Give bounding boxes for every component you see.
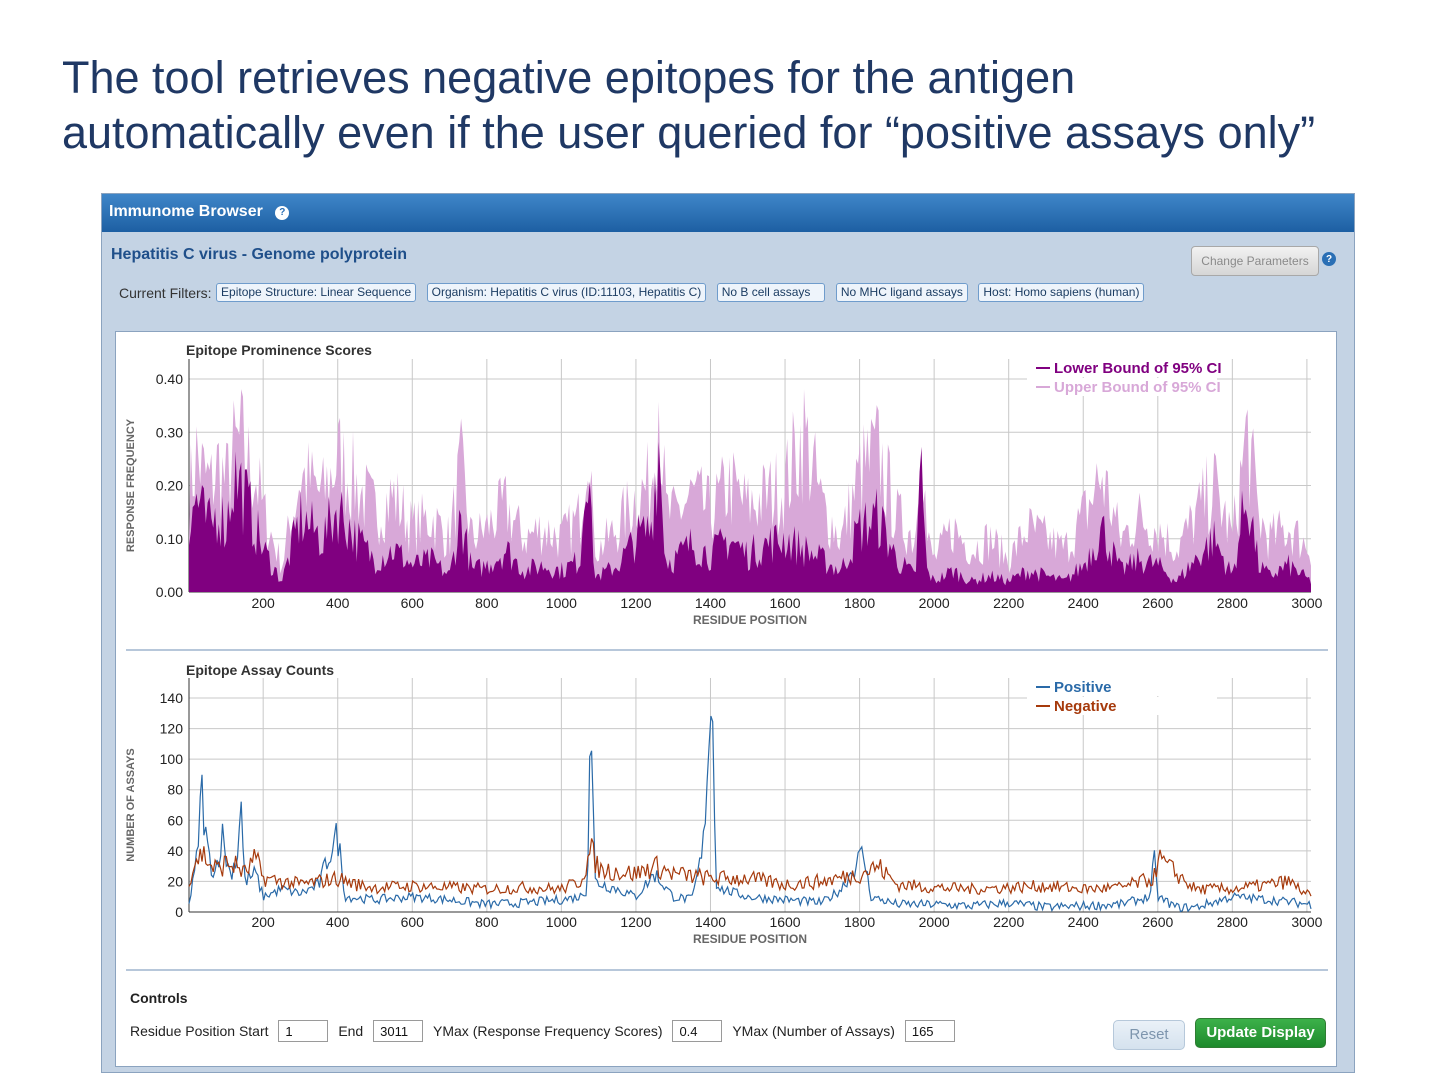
reset-button[interactable]: Reset: [1113, 1020, 1185, 1050]
chart-1-xtick-label: 2800: [1217, 595, 1248, 611]
chart-1-xtick-label: 2600: [1142, 595, 1173, 611]
ymax-assays-input[interactable]: [904, 1020, 955, 1042]
ymax-rf-label: YMax (Response Frequency Scores): [433, 1023, 663, 1039]
chart-2-legend-label: Negative: [1054, 698, 1117, 715]
ymax-assays-label: YMax (Number of Assays): [732, 1023, 895, 1039]
chart-2-xtick-label: 1400: [695, 914, 726, 930]
chart-2-ytick-label: 40: [167, 843, 183, 859]
filter-chip-organism[interactable]: Organism: Hepatitis C virus (ID:11103, H…: [426, 283, 707, 302]
chart-1-legend-label: Lower Bound of 95% CI: [1054, 360, 1222, 377]
chart-2-xtick-label: 200: [251, 914, 275, 930]
change-parameters-help-icon[interactable]: ?: [1322, 252, 1336, 266]
help-icon[interactable]: ?: [275, 206, 290, 220]
panel-header-title: Immunome Browser: [109, 203, 263, 220]
chart-1-xtick-label: 1000: [546, 595, 577, 611]
chart-2-ylabel: NUMBER OF ASSAYS: [125, 748, 137, 861]
update-display-button[interactable]: Update Display: [1195, 1018, 1326, 1048]
slide-title-line-1: The tool retrieves negative epitopes for…: [62, 52, 1076, 103]
chart-2-title: Epitope Assay Counts: [186, 662, 334, 678]
chart-2-xtick-label: 800: [475, 914, 499, 930]
slide-title-line-2: automatically even if the user queried f…: [62, 107, 1316, 158]
chart-1-xlabel: RESIDUE POSITION: [693, 613, 807, 627]
chart-1-xtick-label: 400: [326, 595, 350, 611]
chart-1-legend-bg: [1027, 378, 1217, 396]
change-parameters-button[interactable]: Change Parameters: [1191, 246, 1319, 276]
chart-2-legend-bg: [1027, 697, 1217, 715]
chart-2-xtick-label: 3000: [1291, 914, 1322, 930]
chart-1-xtick-label: 2400: [1068, 595, 1099, 611]
chart-2-xtick-label: 1600: [769, 914, 800, 930]
chart-2-series-negative: [188, 838, 1312, 897]
chart-1-series-upper-bound: [189, 389, 1311, 592]
panel-header: Immunome Browser ?: [102, 194, 1354, 232]
chart-1-ytick-label: 0.30: [156, 424, 183, 440]
chart-1-xtick-label: 800: [475, 595, 499, 611]
chart-1-xtick-label: 2000: [919, 595, 950, 611]
chart-2-xtick-label: 2200: [993, 914, 1024, 930]
chart-1-xtick-label: 1200: [620, 595, 651, 611]
chart-2-ytick-label: 100: [160, 751, 184, 767]
chart-2-xtick-label: 600: [401, 914, 425, 930]
filter-chip-structure[interactable]: Epitope Structure: Linear Sequence: [216, 283, 417, 302]
chart-2-xtick-label: 2600: [1142, 914, 1173, 930]
start-label: Residue Position Start: [130, 1023, 269, 1039]
chart-2-legend-label: Positive: [1054, 679, 1112, 696]
chart-1-series-lower-bound: [189, 441, 1311, 592]
filters-label: Current Filters:: [119, 284, 212, 301]
immunome-browser-panel: Immunome Browser ? Hepatitis C virus - G…: [101, 193, 1355, 1073]
controls-title: Controls: [130, 990, 188, 1006]
filter-chip-host[interactable]: Host: Homo sapiens (human): [978, 283, 1145, 302]
chart-1-xtick-label: 200: [251, 595, 275, 611]
chart-1-title: Epitope Prominence Scores: [186, 342, 372, 358]
chart-1-ylabel: RESPONSE FREQUENCY: [125, 418, 137, 552]
ymax-rf-input[interactable]: [672, 1020, 723, 1042]
chart-2-ytick-label: 120: [160, 721, 184, 737]
chart-1-legend-label: Upper Bound of 95% CI: [1054, 379, 1221, 396]
chart-1-xtick-label: 600: [401, 595, 425, 611]
chart-2-xtick-label: 2400: [1068, 914, 1099, 930]
chart-1-xtick-label: 2200: [993, 595, 1024, 611]
chart-2-ytick-label: 140: [160, 690, 184, 706]
residue-end-input[interactable]: [373, 1020, 424, 1042]
chart-1-ytick-label: 0.00: [156, 584, 183, 600]
chart-1-xtick-label: 1400: [695, 595, 726, 611]
chart-1-legend-bg: [1027, 359, 1217, 377]
chart-2-xtick-label: 1200: [620, 914, 651, 930]
chart-1-ytick-label: 0.40: [156, 371, 183, 387]
chart-1-ytick-label: 0.20: [156, 478, 183, 494]
chart-2-xtick-label: 400: [326, 914, 350, 930]
chart-1-xtick-label: 1600: [769, 595, 800, 611]
residue-start-input[interactable]: [278, 1020, 329, 1042]
chart-1-xtick-label: 1800: [844, 595, 875, 611]
chart-2-ytick-label: 20: [167, 873, 183, 889]
chart-2-xlabel: RESIDUE POSITION: [693, 932, 807, 946]
current-filters: Current Filters: Epitope Structure: Line…: [119, 283, 1150, 303]
antigen-title: Hepatitis C virus - Genome polyprotein: [111, 246, 408, 263]
chart-2-xtick-label: 2000: [919, 914, 950, 930]
chart-area: Epitope Prominence Scores 200 400 600 800 100…: [115, 331, 1337, 1067]
filter-chip-no-b-cell[interactable]: No B cell assays: [716, 283, 826, 302]
chart-2-xtick-label: 1000: [546, 914, 577, 930]
chart-2-ytick-label: 80: [167, 782, 183, 798]
chart-2-ytick-label: 60: [167, 812, 183, 828]
controls-row: Residue Position Start End YMax (Respons…: [130, 1020, 961, 1042]
filter-chip-no-mhc[interactable]: No MHC ligand assays: [835, 283, 968, 302]
chart-2-series-positive: [188, 715, 1312, 913]
end-label: End: [338, 1023, 364, 1039]
chart-2-xtick-label: 1800: [844, 914, 875, 930]
chart-2-xtick-label: 2800: [1217, 914, 1248, 930]
chart-2-ytick-label: 0: [175, 904, 183, 920]
chart-2-legend-bg: [1027, 678, 1217, 696]
chart-1-xtick-label: 3000: [1291, 595, 1322, 611]
slide-title: The tool retrieves negative epitopes for…: [62, 50, 1432, 160]
chart-1-ytick-label: 0.10: [156, 531, 183, 547]
